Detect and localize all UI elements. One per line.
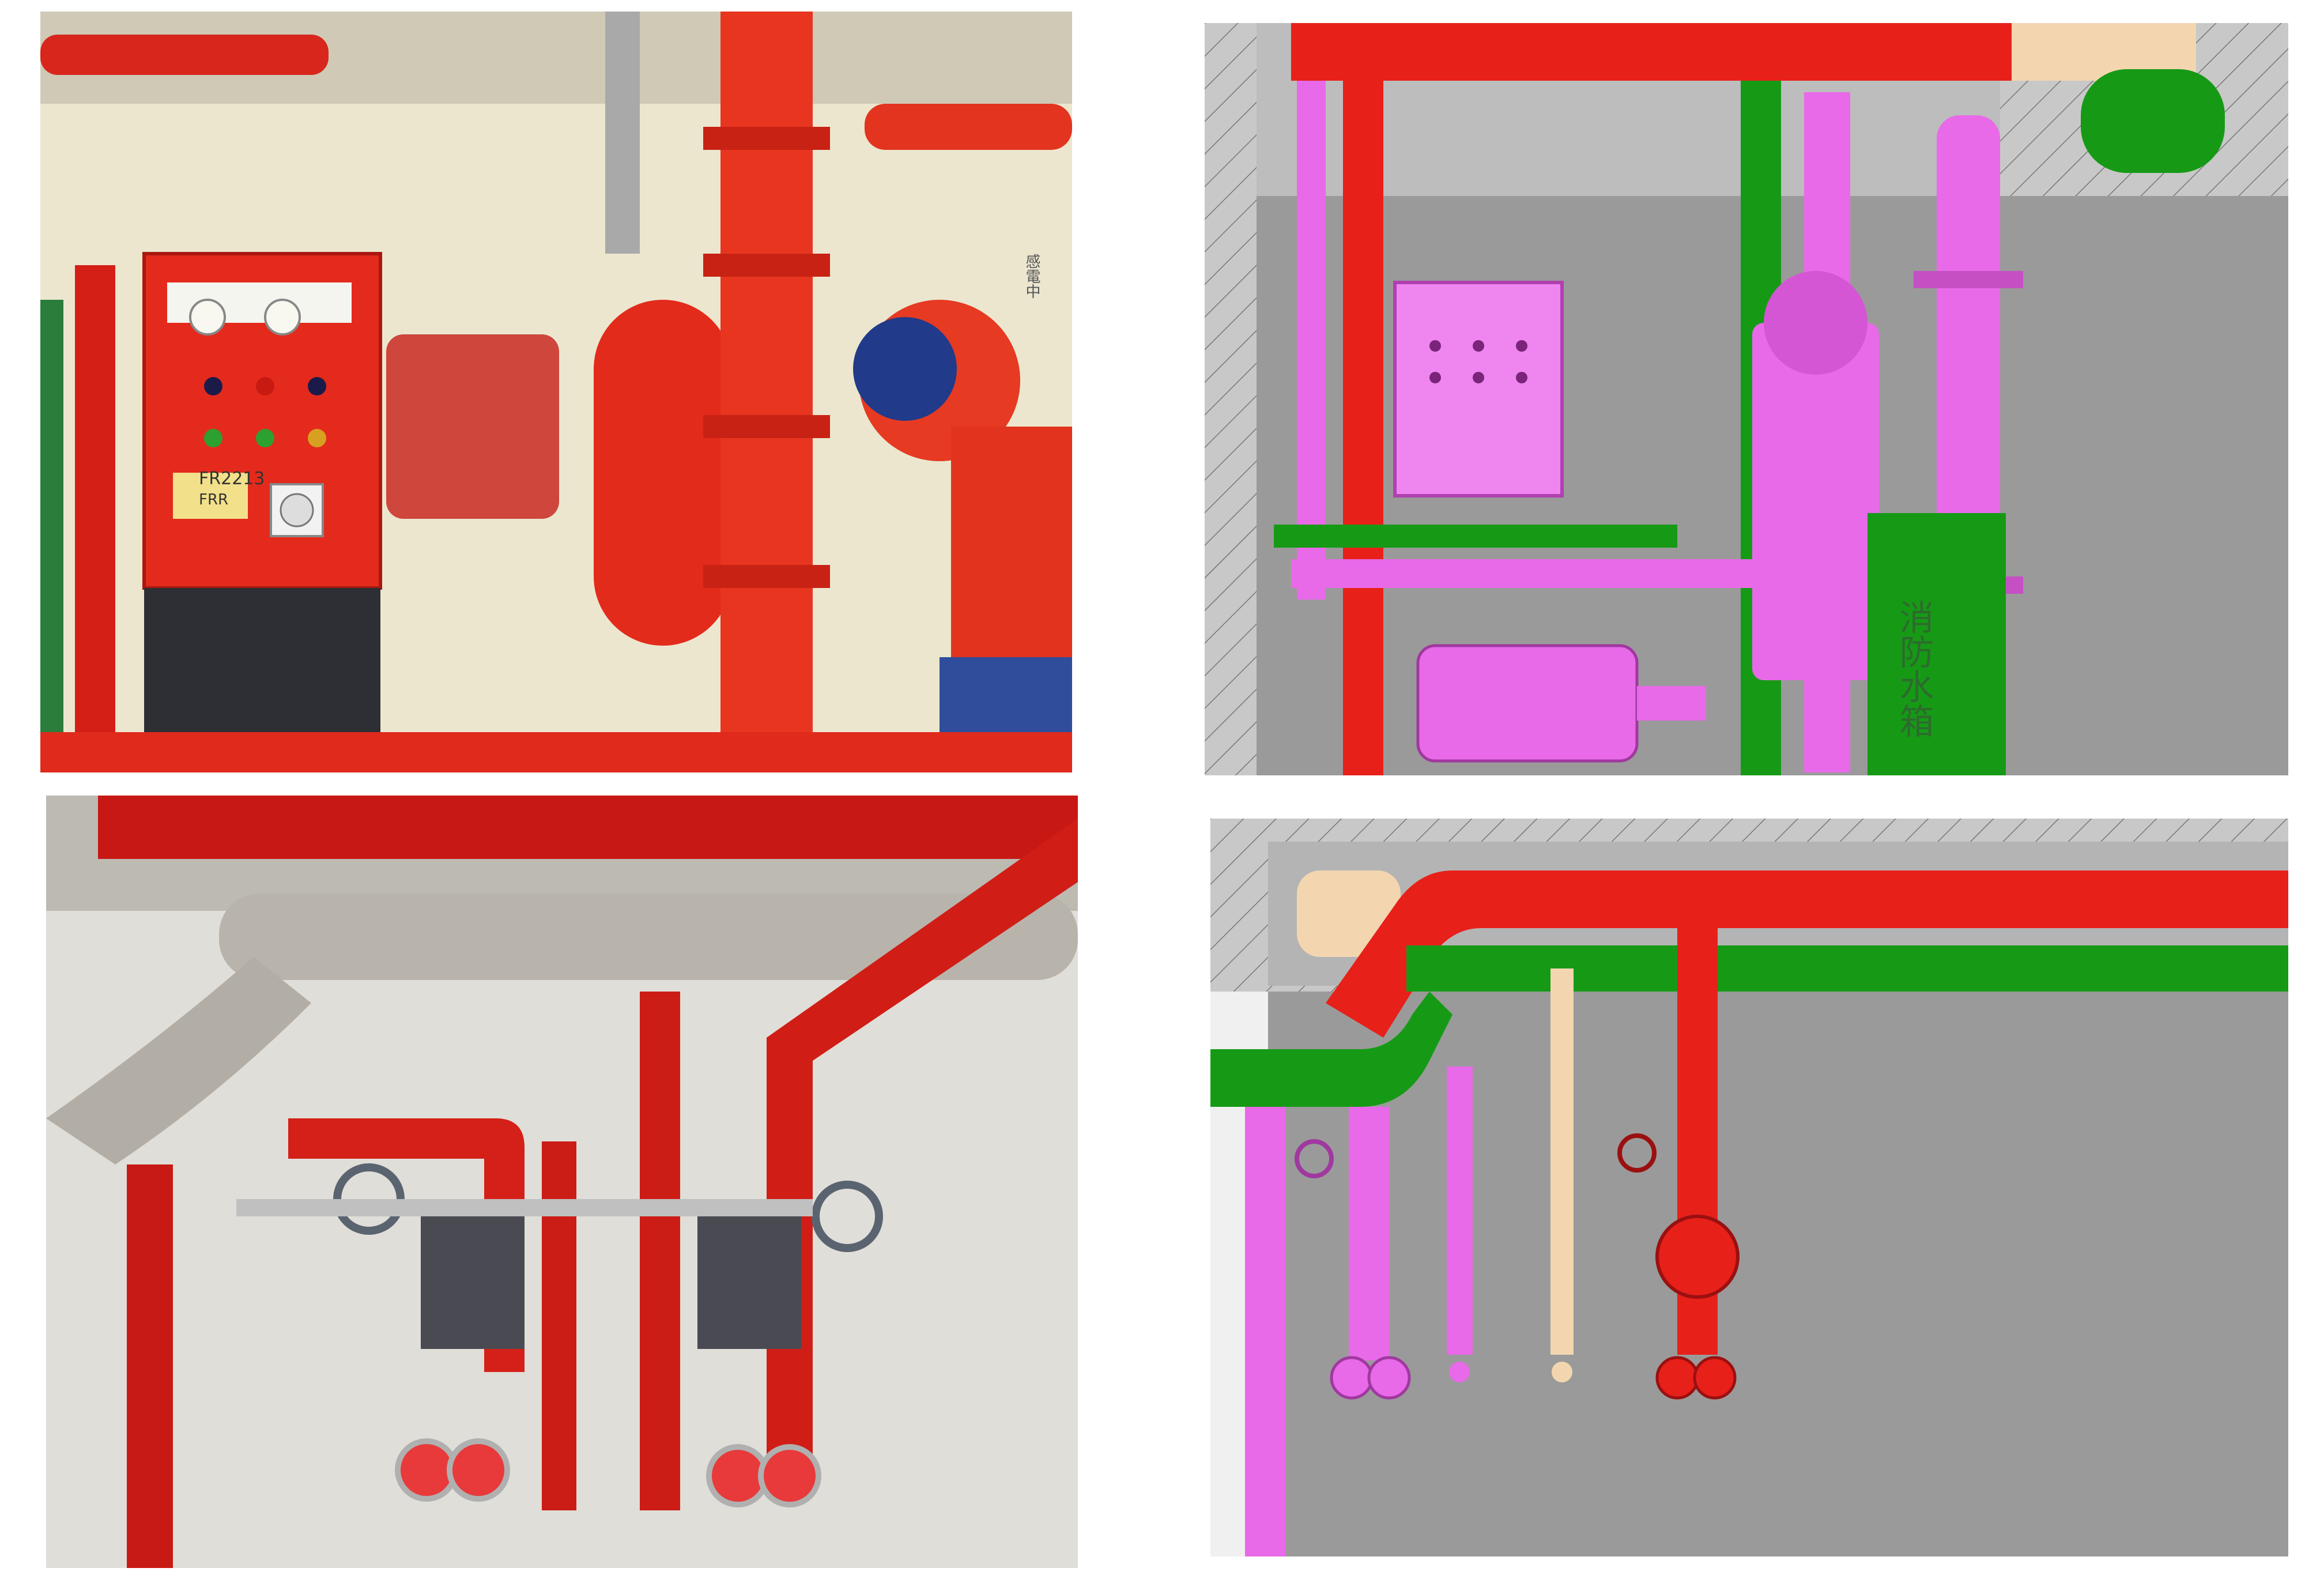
pump-room-model: 消防水箱 xyxy=(1205,23,2288,775)
pump-room-photo: FR2213 FRR 感電中 xyxy=(40,12,1072,772)
wall-sign: 感電中 xyxy=(1023,254,1040,299)
riser-valves-photo xyxy=(46,796,1078,1568)
riser-valves-model xyxy=(1210,819,2288,1556)
control-tag-sub: FRR xyxy=(199,491,228,508)
tank-sign: 消防水箱 xyxy=(1893,600,1934,738)
control-tag: FR2213 xyxy=(199,469,265,489)
